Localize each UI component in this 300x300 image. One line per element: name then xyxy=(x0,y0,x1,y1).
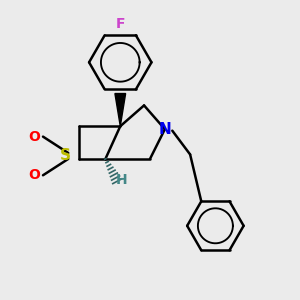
Text: H: H xyxy=(116,173,128,187)
Text: O: O xyxy=(28,130,40,144)
Text: S: S xyxy=(60,148,71,164)
Text: F: F xyxy=(116,17,125,31)
Text: O: O xyxy=(28,168,40,182)
Text: N: N xyxy=(158,122,171,137)
Polygon shape xyxy=(115,94,126,126)
